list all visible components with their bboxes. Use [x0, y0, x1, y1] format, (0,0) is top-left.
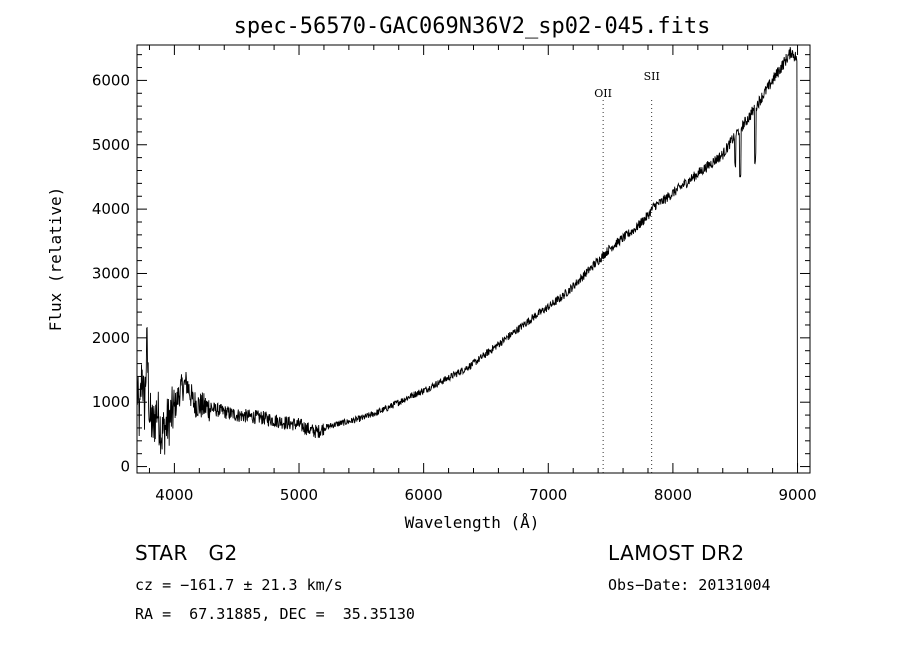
redshift-velocity: cz = −161.7 ± 21.3 km/s: [135, 576, 343, 594]
y-tick-label: 5000: [92, 136, 130, 154]
observation-date: Obs−Date: 20131004: [608, 576, 771, 594]
line-marker-label: OII: [594, 87, 612, 100]
chart-title: spec-56570-GAC069N36V2_sp02-045.fits: [234, 14, 711, 39]
x-tick-label: 9000: [778, 486, 816, 504]
line-marker-label: SII: [644, 70, 660, 83]
y-axis-label: Flux (relative): [46, 187, 65, 332]
x-axis-label: Wavelength (Å): [405, 513, 540, 532]
y-tick-label: 3000: [92, 264, 130, 282]
survey-name: LAMOST DR2: [608, 541, 745, 565]
spectrum-line: [136, 47, 798, 467]
object-class: STAR G2: [135, 541, 238, 565]
y-tick-label: 6000: [92, 71, 130, 89]
plot-frame: [136, 44, 811, 474]
x-tick-label: 8000: [654, 486, 692, 504]
x-tick-label: 6000: [405, 486, 443, 504]
y-tick-label: 2000: [92, 329, 130, 347]
coordinates: RA = 67.31885, DEC = 35.35130: [135, 605, 415, 623]
line-markers: OII SII: [594, 70, 660, 473]
axes: 4000 5000 6000 7000 8000 9000 0 1000 2000 3000 400…: [92, 45, 817, 504]
x-tick-label: 5000: [280, 486, 318, 504]
y-tick-label: 1000: [92, 393, 130, 411]
y-tick-label: 0: [120, 458, 130, 476]
y-tick-label: 4000: [92, 200, 130, 218]
x-tick-label: 4000: [155, 486, 193, 504]
x-tick-label: 7000: [529, 486, 567, 504]
spectrum-series: [136, 47, 798, 467]
